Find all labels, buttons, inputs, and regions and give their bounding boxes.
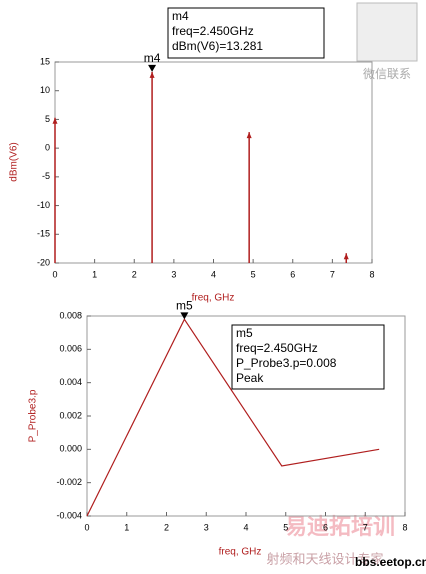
marker-readout: m5 [236,326,253,340]
y-tick-label: -15 [37,229,50,239]
marker-readout: P_Probe3.p=0.008 [236,356,337,370]
marker-readout: Peak [236,371,264,385]
watermark-slogan: 射频和天线设计专家 [266,551,383,566]
marker-name: m5 [176,299,193,313]
x-tick-label: 8 [369,269,374,279]
y-tick-label: -5 [42,171,50,181]
x-tick-label: 0 [52,269,57,279]
x-tick-label: 1 [124,522,129,532]
y-tick-label: 15 [40,56,50,66]
marker-box [167,7,325,59]
y-tick-label: 0.004 [59,377,82,387]
x-tick-label: 5 [283,522,288,532]
x-tick-label: 2 [132,269,137,279]
y-tick-label: -0.004 [56,510,82,520]
y-axis-label: dBm(V6) [9,142,20,181]
y-tick-label: 0.008 [59,310,82,320]
y-tick-label: -20 [37,257,50,267]
x-tick-label: 6 [323,522,328,532]
marker-triangle [148,64,157,72]
x-tick-label: 4 [211,269,216,279]
x-axis-label: freq, GHz [192,293,235,304]
x-tick-label: 3 [171,269,176,279]
x-tick-label: 1 [92,269,97,279]
marker-triangle [180,312,189,320]
marker-name: m4 [144,51,161,65]
x-tick-label: 6 [290,269,295,279]
y-tick-label: 0 [45,143,50,153]
stem-head [343,253,349,260]
watermark-brand: 易迪拓培训 [285,514,395,539]
x-tick-label: 4 [243,522,248,532]
y-tick-label: 0.006 [59,344,82,354]
watermark-site: bbs.eetop.cn [355,555,426,569]
y-tick-label: -10 [37,200,50,210]
marker-readout: freq=2.450GHz [236,341,318,355]
marker-readout: m4 [172,9,189,23]
x-tick-label: 3 [204,522,209,532]
y-tick-label: -0.002 [56,477,82,487]
marker-readout: dBm(V6)=13.281 [172,39,263,53]
watermark-contact: 微信联系 [363,67,411,81]
y-tick-label: 10 [40,85,50,95]
qr-code [356,2,418,62]
stem-head [149,71,155,78]
marker-box [231,324,385,390]
marker-readout: freq=2.450GHz [172,24,254,38]
x-tick-label: 2 [164,522,169,532]
stem-head [246,132,252,139]
x-tick-label: 7 [363,522,368,532]
stem-head [52,117,58,124]
x-tick-label: 7 [330,269,335,279]
line [86,318,380,517]
y-axis-label: P_Probe3.p [28,389,39,442]
x-tick-label: 8 [402,522,407,532]
x-axis-label: freq, GHz [219,547,262,558]
y-tick-label: 0.000 [59,444,82,454]
y-tick-label: 5 [45,114,50,124]
y-tick-label: 0.002 [59,410,82,420]
x-tick-label: 5 [251,269,256,279]
x-tick-label: 0 [84,522,89,532]
